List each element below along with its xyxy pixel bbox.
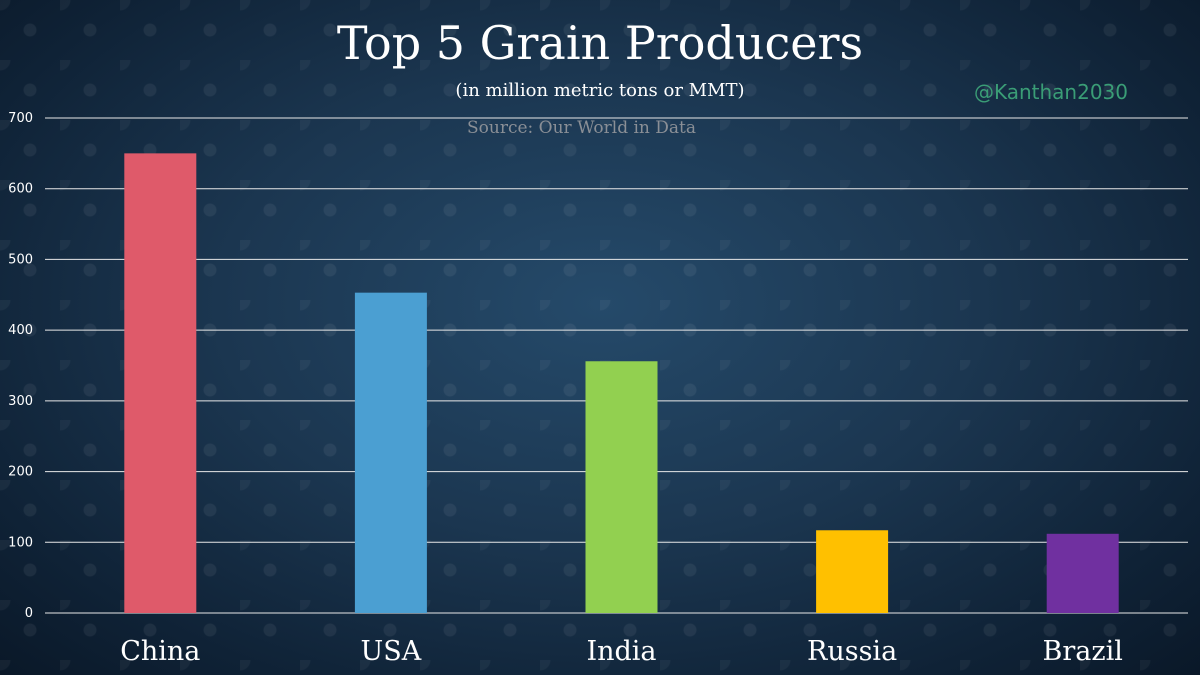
x-label-usa: USA bbox=[361, 636, 422, 667]
bar-india bbox=[585, 361, 658, 613]
x-label-china: China bbox=[120, 636, 200, 667]
bar-china bbox=[124, 153, 197, 613]
author-handle: @Kanthan2030 bbox=[973, 80, 1128, 104]
y-tick-label: 600 bbox=[8, 182, 33, 197]
y-tick-label: 100 bbox=[8, 535, 33, 550]
y-tick-label: 700 bbox=[8, 111, 33, 126]
bar-usa bbox=[354, 292, 427, 613]
chart-title: Top 5 Grain Producers bbox=[336, 16, 864, 70]
bars bbox=[124, 153, 1119, 613]
x-label-brazil: Brazil bbox=[1043, 636, 1123, 667]
bar-brazil bbox=[1046, 533, 1119, 613]
x-label-russia: Russia bbox=[807, 636, 897, 667]
y-tick-label: 200 bbox=[8, 465, 33, 480]
y-axis-ticks: 0 100 200 300 400 500 600 700 bbox=[8, 111, 33, 621]
bar-russia bbox=[816, 530, 889, 613]
y-tick-label: 400 bbox=[8, 323, 33, 338]
x-label-india: India bbox=[586, 636, 656, 667]
y-tick-label: 300 bbox=[8, 394, 33, 409]
chart-subtitle: (in million metric tons or MMT) bbox=[455, 80, 745, 101]
x-axis-labels: China USA India Russia Brazil bbox=[120, 636, 1123, 667]
y-tick-label: 0 bbox=[25, 606, 33, 621]
source-note: Source: Our World in Data bbox=[467, 118, 697, 138]
y-tick-label: 500 bbox=[8, 252, 33, 267]
